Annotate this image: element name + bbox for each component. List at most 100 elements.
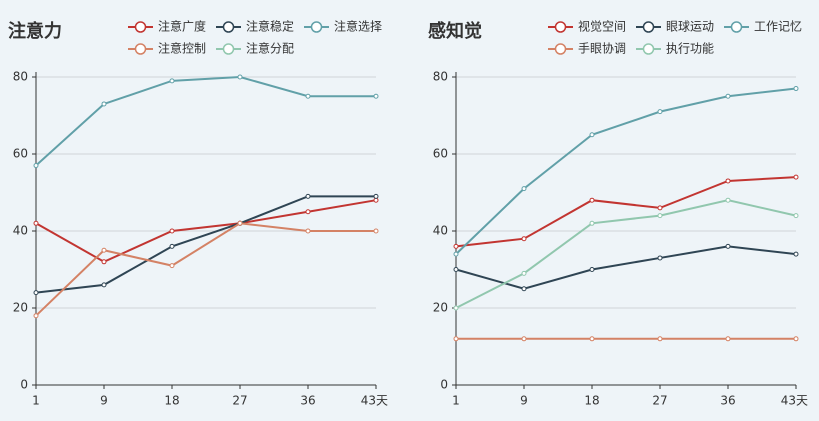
data-point	[793, 251, 799, 257]
data-point	[521, 286, 527, 292]
data-point	[373, 228, 379, 234]
data-point	[793, 174, 799, 180]
series-line	[455, 245, 797, 290]
data-point	[793, 86, 799, 92]
legend-marker	[554, 43, 567, 55]
data-point	[793, 336, 799, 342]
data-point	[657, 255, 663, 261]
data-point	[521, 186, 527, 192]
x-tick-label: 36	[720, 394, 735, 408]
x-tick-label: 1	[32, 394, 40, 408]
x-tick-label: 27	[232, 394, 247, 408]
series-line	[35, 195, 376, 294]
legend-label: 执行功能	[666, 42, 714, 56]
data-point	[101, 259, 107, 265]
x-axis-label: 天	[376, 394, 388, 408]
data-point	[725, 336, 731, 342]
series-line	[455, 199, 797, 309]
data-point	[305, 228, 311, 234]
data-point	[589, 197, 595, 203]
y-tick-label: 60	[433, 147, 448, 161]
data-point	[725, 178, 731, 184]
data-point	[453, 305, 459, 311]
data-point	[453, 336, 459, 342]
data-point	[793, 213, 799, 219]
x-tick-label: 9	[100, 394, 108, 408]
series-line	[35, 75, 376, 167]
legend-marker	[554, 21, 567, 33]
legend-label: 注意稳定	[246, 19, 294, 34]
data-point	[521, 336, 527, 342]
data-point	[657, 336, 663, 342]
x-tick-label: 18	[584, 394, 599, 408]
chart-title: 注意力	[8, 20, 62, 42]
legend-label: 眼球运动	[666, 20, 714, 34]
data-point	[453, 243, 459, 249]
x-tick-label: 36	[300, 394, 315, 408]
x-tick-label: 1	[452, 394, 460, 408]
data-point	[169, 78, 175, 84]
data-point	[169, 263, 175, 269]
y-tick-label: 0	[20, 378, 28, 392]
data-point	[101, 247, 107, 253]
data-point	[589, 220, 595, 226]
data-point	[657, 205, 663, 211]
data-point	[33, 163, 39, 169]
y-tick-label: 20	[13, 301, 28, 315]
y-tick-label: 80	[433, 70, 448, 84]
data-point	[101, 101, 107, 107]
legend-marker	[642, 21, 655, 33]
data-point	[657, 213, 663, 219]
data-point	[237, 74, 243, 80]
y-tick-label: 60	[13, 147, 28, 161]
data-point	[725, 93, 731, 99]
data-point	[237, 220, 243, 226]
data-point	[521, 236, 527, 242]
y-tick-label: 80	[13, 70, 28, 84]
data-point	[101, 282, 107, 288]
legend-marker	[134, 43, 147, 55]
data-point	[589, 267, 595, 272]
y-tick-label: 40	[13, 224, 28, 238]
data-point	[589, 132, 595, 138]
legend-label: 手眼协调	[578, 41, 626, 56]
data-point	[33, 313, 39, 319]
data-point	[169, 243, 175, 249]
x-tick-label: 43	[361, 394, 376, 408]
x-tick-label: 27	[652, 394, 667, 408]
y-tick-label: 20	[433, 301, 448, 315]
legend-marker	[310, 21, 323, 33]
legend-marker	[222, 43, 235, 55]
legend-label: 注意广度	[158, 19, 206, 34]
data-point	[33, 290, 39, 296]
y-tick-label: 0	[440, 378, 448, 392]
legend-marker	[730, 21, 743, 33]
series-line	[455, 176, 797, 248]
data-point	[453, 251, 459, 257]
data-point	[725, 197, 731, 203]
series-line	[35, 199, 377, 263]
data-point	[657, 109, 663, 115]
y-tick-label: 40	[433, 224, 448, 238]
data-point	[169, 228, 175, 234]
data-point	[725, 243, 731, 249]
data-point	[453, 267, 459, 272]
legend-label: 注意控制	[158, 41, 206, 56]
legend-label: 注意选择	[334, 19, 382, 34]
data-point	[589, 336, 595, 342]
data-point	[373, 193, 379, 199]
legend-marker	[642, 43, 655, 55]
x-tick-label: 18	[164, 394, 179, 408]
series-line	[455, 87, 797, 255]
legend-label: 工作记忆	[754, 20, 802, 34]
data-point	[305, 93, 311, 99]
legend-marker	[134, 21, 147, 33]
data-point	[33, 220, 39, 226]
data-point	[305, 193, 311, 199]
x-tick-label: 43	[781, 394, 796, 408]
series-line	[35, 222, 376, 317]
data-point	[521, 270, 527, 276]
